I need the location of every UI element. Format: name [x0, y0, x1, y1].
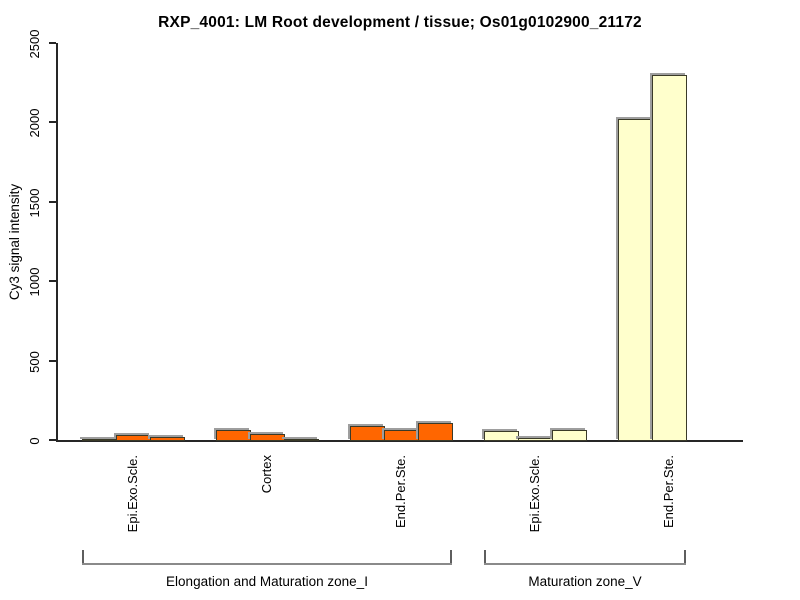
y-tick-label: 1000 [27, 267, 42, 297]
bar [150, 437, 185, 441]
chart-title: RXP_4001: LM Root development / tissue; … [158, 14, 642, 31]
y-tick [49, 280, 56, 282]
bar [350, 426, 385, 441]
y-axis-label: Cy3 signal intensity [7, 183, 22, 301]
y-tick-label: 0 [27, 437, 42, 445]
x-group-label: Cortex [259, 455, 274, 494]
y-tick [49, 360, 56, 362]
bar [250, 434, 285, 441]
zone-bracket-tick-right [684, 550, 686, 563]
y-tick [49, 439, 56, 441]
zone-label: Elongation and Maturation zone_I [166, 574, 368, 589]
x-group-label: Epi.Exo.Scle. [125, 455, 140, 533]
zone-bracket-tick-left [484, 550, 486, 563]
zone-bracket-line [82, 563, 452, 565]
x-group-label: Epi.Exo.Scle. [527, 455, 542, 533]
bar [116, 435, 151, 441]
bar [82, 439, 117, 441]
bar [484, 431, 519, 441]
zone-bracket-tick-left [82, 550, 84, 563]
bar [284, 439, 319, 441]
bar [652, 75, 687, 441]
y-tick-label: 500 [27, 351, 42, 373]
y-tick-label: 2500 [27, 29, 42, 59]
y-tick [49, 121, 56, 123]
y-tick-label: 2000 [27, 108, 42, 138]
x-axis-line [56, 440, 743, 442]
bar [418, 423, 453, 441]
y-tick [49, 42, 56, 44]
x-group-label: End.Per.Ste. [661, 455, 676, 528]
bar [618, 119, 653, 441]
zone-bracket-line [484, 563, 686, 565]
y-tick-label: 1500 [27, 188, 42, 218]
bar [518, 438, 553, 441]
bar [216, 430, 251, 441]
y-tick [49, 201, 56, 203]
y-axis-line [56, 43, 58, 442]
bar [384, 430, 419, 441]
x-group-label: End.Per.Ste. [393, 455, 408, 528]
zone-label: Maturation zone_V [528, 574, 642, 589]
bar [552, 430, 587, 441]
zone-bracket-tick-right [450, 550, 452, 563]
